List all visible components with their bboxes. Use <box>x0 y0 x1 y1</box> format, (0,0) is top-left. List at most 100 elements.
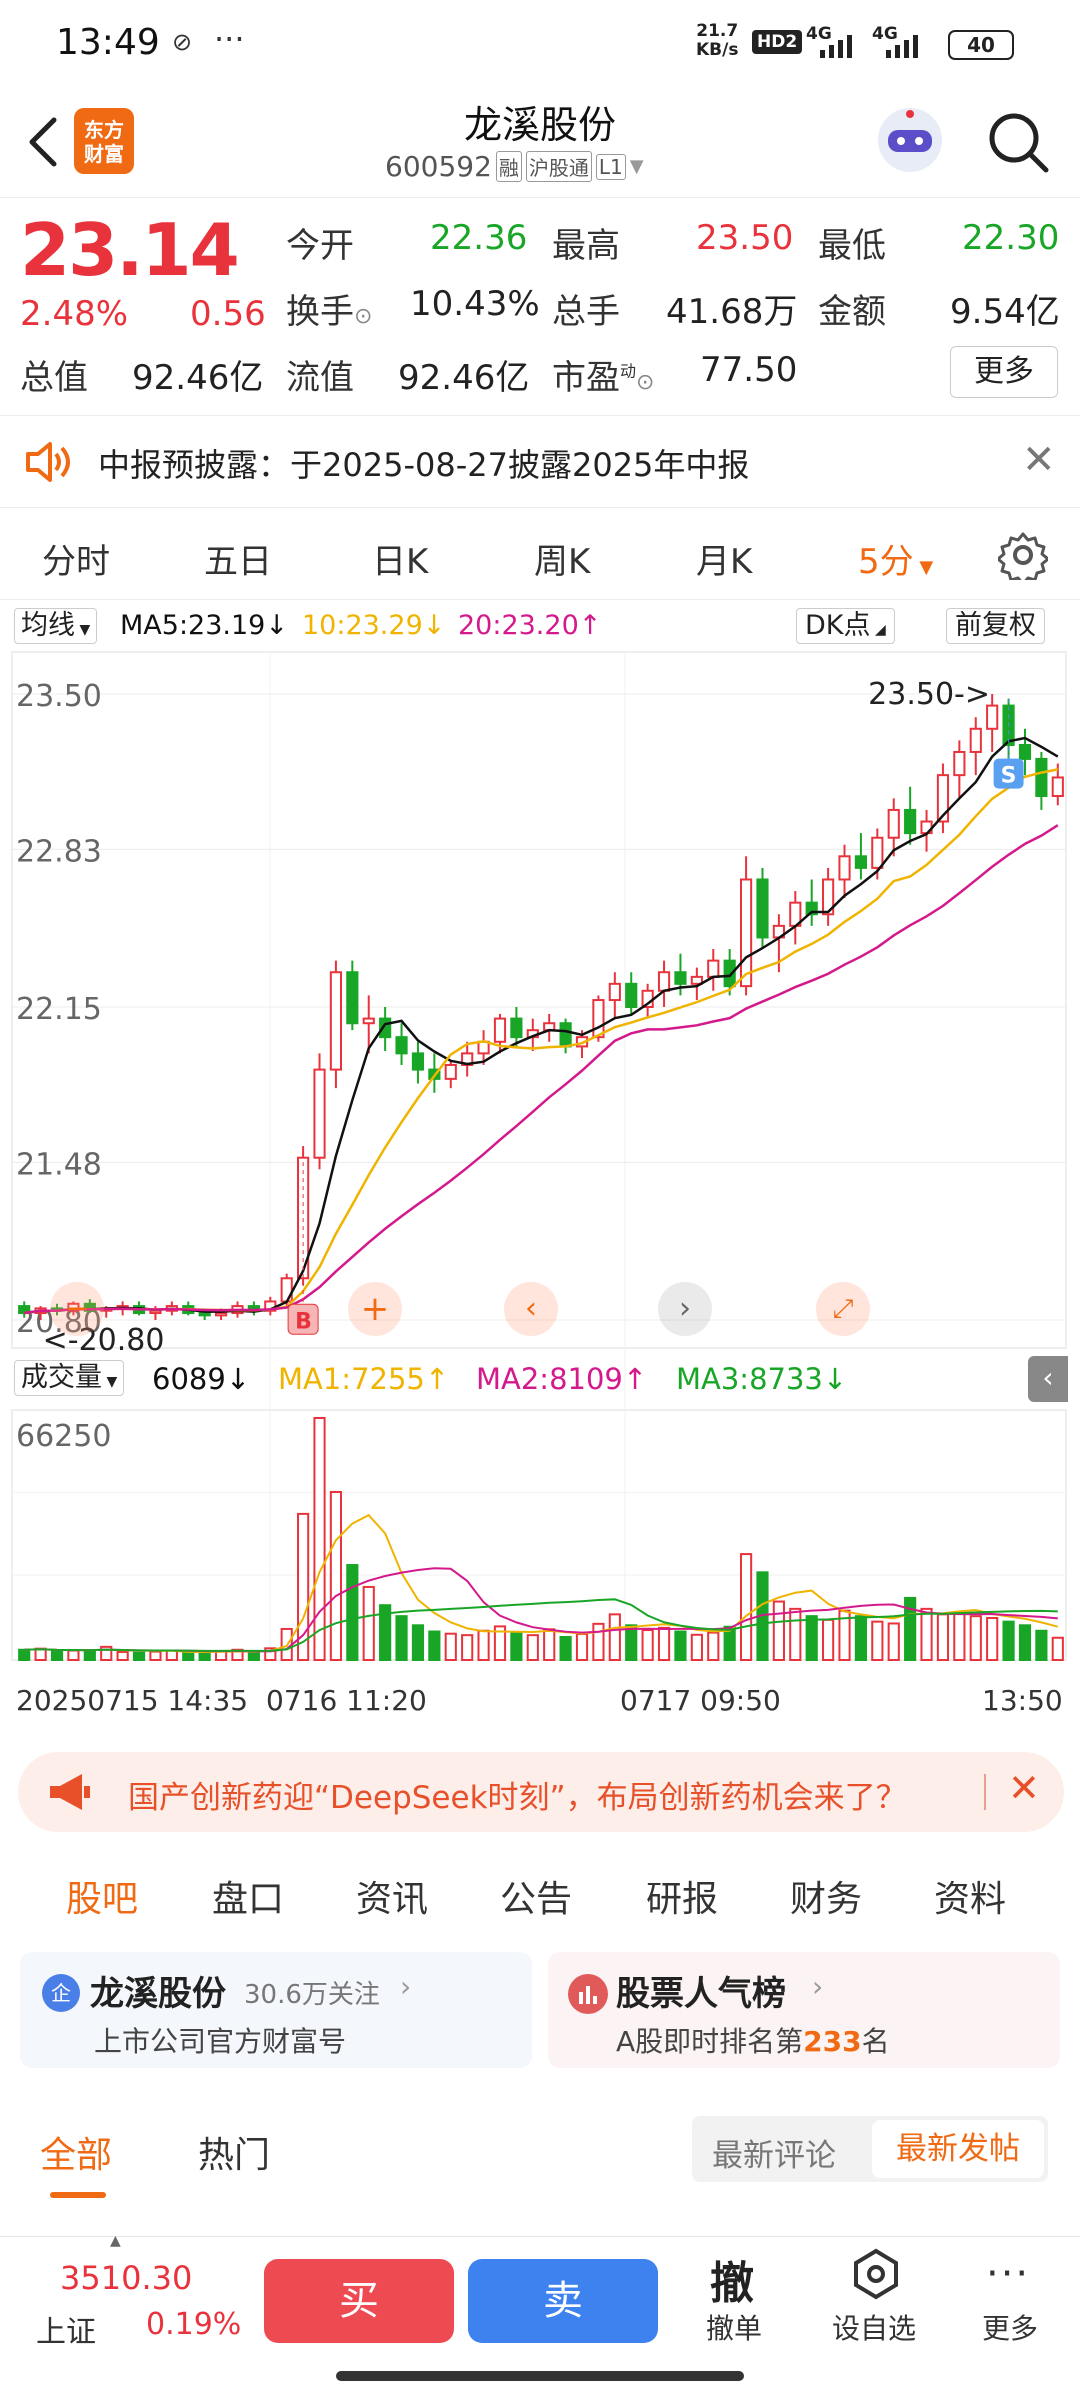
more-dots-icon[interactable]: ··· <box>986 2251 1031 2297</box>
bottom-trade-bar: ▲ 3510.30 上证 0.19% 买 卖 撤 撤单 设自选 ··· 更多 <box>0 2233 1080 2400</box>
subtab-announcements[interactable]: 公告 <box>500 1879 573 1920</box>
subtab-profile[interactable]: 资料 <box>934 1879 1007 1920</box>
cancel-order-label[interactable]: 撤单 <box>706 2312 763 2345</box>
volume-label: 总手 <box>552 292 620 332</box>
ma-select-label: 均线 <box>21 610 75 641</box>
tab-5min-label: 5分 <box>858 542 914 582</box>
fullscreen-icon[interactable]: ⤢ <box>816 1282 870 1336</box>
sell-button[interactable]: 卖 <box>468 2259 658 2343</box>
sort-latest-post[interactable]: 最新发帖 <box>872 2120 1044 2178</box>
change-percent: 2.48% <box>20 294 129 334</box>
tab-five-day[interactable]: 五日 <box>204 542 272 582</box>
ranking-chart-icon <box>568 1974 608 2014</box>
candle-body <box>1051 776 1064 798</box>
scroll-right-icon[interactable]: › <box>658 1282 712 1336</box>
settings-gear-icon[interactable] <box>996 530 1050 586</box>
pe-label[interactable]: 市盈动⊙ <box>552 350 654 399</box>
back-icon[interactable] <box>20 110 64 174</box>
volume-bar <box>575 1633 589 1662</box>
app-logo[interactable]: 东方 财富 <box>74 108 134 174</box>
turnover-label[interactable]: 换手⊙ <box>286 284 372 333</box>
promo-banner[interactable]: 国产创新药迎“DeepSeek时刻”，布局创新药机会来了？ ✕ <box>18 1752 1064 1832</box>
close-icon[interactable]: ✕ <box>1022 437 1056 483</box>
volume-bar <box>953 1611 966 1661</box>
vol-ma-line-ma1 <box>24 1513 1059 1654</box>
buy-button[interactable]: 买 <box>264 2259 454 2343</box>
notice-text: 中报预披露：于2025-08-27披露2025年中报 <box>98 446 750 484</box>
volume-bar <box>1035 1629 1048 1661</box>
price-tick-label: 22.15 <box>16 992 102 1027</box>
notice-bar[interactable]: 中报预披露：于2025-08-27披露2025年中报 ✕ <box>0 416 1080 508</box>
hd-badge: HD2 <box>752 30 803 54</box>
stock-code-row[interactable]: 600592 融 沪股通 L1 ▼ <box>385 150 644 183</box>
vol-ma1-value: MA1:7255 <box>278 1362 425 1396</box>
filter-hot[interactable]: 热门 <box>198 2135 271 2176</box>
kline-svg[interactable]: 23.5022.8322.1521.4820.806625023.50-><-2… <box>0 600 1080 1740</box>
candle-body <box>887 808 900 839</box>
volume-bar <box>149 1650 162 1662</box>
price-tick-label: 21.48 <box>16 1147 102 1182</box>
adjust-button[interactable]: 前复权 <box>946 608 1045 644</box>
candle-body <box>838 855 851 881</box>
volume-bar <box>132 1651 146 1661</box>
volume-bar <box>822 1618 835 1661</box>
open-label: 今开 <box>286 226 354 266</box>
volume-bar <box>920 1607 933 1661</box>
ma-line-10 <box>24 768 1059 1315</box>
candle-body <box>280 1277 293 1303</box>
tab-monthly-k[interactable]: 月K <box>696 542 753 582</box>
subtab-guba[interactable]: 股吧 <box>66 1879 139 1920</box>
indicator-select[interactable]: 成交量 ▼ <box>14 1360 125 1396</box>
subtab-pankou[interactable]: 盘口 <box>212 1879 285 1920</box>
volume-bar <box>493 1625 507 1661</box>
ma-select[interactable]: 均线 ▼ <box>14 608 98 644</box>
company-account-sub: 上市公司官方财富号 <box>94 2025 347 2058</box>
banner-close-icon[interactable]: ✕ <box>1008 1766 1040 1810</box>
candle-body <box>346 971 359 1025</box>
rank-number: 233 <box>803 2025 862 2058</box>
home-indicator <box>336 2371 744 2381</box>
subtab-finance[interactable]: 财务 <box>790 1879 863 1920</box>
collapse-panel-icon[interactable]: ‹ <box>1028 1356 1068 1402</box>
scroll-left-icon[interactable]: ‹ <box>504 1282 558 1336</box>
vol-ma1-readout: MA1:7255↑ <box>278 1362 449 1396</box>
subtab-research[interactable]: 研报 <box>646 1879 719 1920</box>
dropdown-icon: ▼ <box>629 156 644 177</box>
time-label-2: 0716 11:20 <box>266 1684 427 1717</box>
cancel-order-icon[interactable]: 撤 <box>710 2258 754 2309</box>
tab-daily-k[interactable]: 日K <box>372 542 429 582</box>
stock-title: 龙溪股份 <box>463 103 616 147</box>
filter-all[interactable]: 全部 <box>40 2135 113 2176</box>
last-price: 23.14 <box>20 208 240 292</box>
tab-intraday[interactable]: 分时 <box>42 542 110 582</box>
volume-bar <box>67 1649 80 1662</box>
candle-body <box>739 878 753 988</box>
volume-bar <box>608 1613 621 1661</box>
tab-weekly-k[interactable]: 周K <box>534 542 591 582</box>
zoom-in-icon[interactable]: + <box>348 1282 402 1336</box>
robot-assistant-icon[interactable] <box>872 102 948 178</box>
volume-max-label: 66250 <box>16 1419 111 1454</box>
subtab-news[interactable]: 资讯 <box>356 1879 429 1920</box>
volume-bar <box>674 1630 687 1662</box>
add-watchlist-icon[interactable] <box>852 2247 900 2301</box>
signal-icon-2 <box>884 34 928 58</box>
add-watchlist-label[interactable]: 设自选 <box>832 2312 917 2345</box>
search-icon[interactable] <box>984 108 1054 178</box>
volume-bar <box>969 1615 982 1661</box>
company-account-card[interactable]: 企 龙溪股份 30.6万关注 › 上市公司官方财富号 <box>20 1952 532 2068</box>
tab-5min[interactable]: 5分 ▼ <box>858 534 933 583</box>
dk-point-button[interactable]: DK点 ◢ <box>796 608 895 644</box>
speaker-icon <box>22 438 72 486</box>
volume-bar <box>871 1620 884 1661</box>
net-type-1: 4G <box>806 24 832 44</box>
volume-bar <box>313 1417 326 1661</box>
sort-latest-comment[interactable]: 最新评论 <box>712 2138 836 2174</box>
more-label[interactable]: 更多 <box>982 2312 1039 2345</box>
more-button[interactable]: 更多 <box>950 346 1058 398</box>
volume-bar <box>100 1645 113 1662</box>
volume-bar <box>625 1624 638 1661</box>
popularity-card[interactable]: 股票人气榜 › A股即时排名第233名 <box>548 1952 1060 2068</box>
expand-up-icon[interactable]: ▲ <box>110 2233 121 2249</box>
zoom-out-icon[interactable]: − <box>50 1282 104 1336</box>
